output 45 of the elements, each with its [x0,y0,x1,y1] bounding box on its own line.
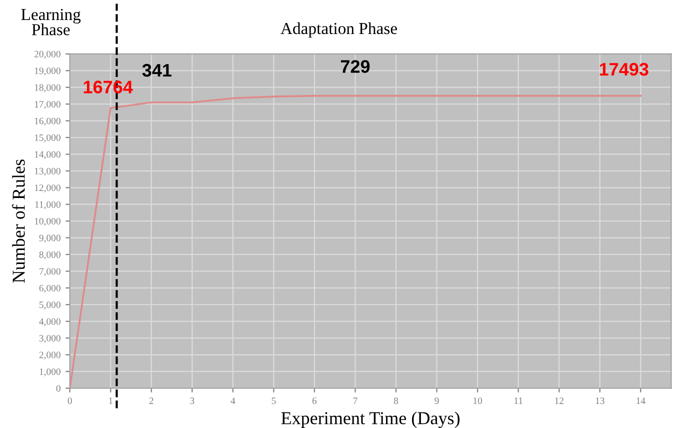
x-tick-label: 6 [312,398,317,404]
y-tick-label: 12,000 [34,184,60,193]
y-tick-label: 8,000 [39,251,60,260]
y-tick-label: 9,000 [39,234,60,243]
x-tick-label: 12 [555,398,564,404]
y-tick-label: 15,000 [34,134,60,142]
x-tick-label: 13 [596,398,604,404]
x-tick-label: 9 [434,398,439,404]
x-axis-title: Experiment Time (Days) [281,412,460,428]
y-tick-label: 20,000 [34,50,60,59]
x-tick-label: 8 [394,398,398,404]
x-tick-label: 3 [190,398,194,404]
y-tick-label: 1,000 [40,368,60,376]
x-tick-label: 4 [230,398,236,404]
y-tick-label: 16,000 [34,118,60,126]
x-tick-label: 0 [68,398,72,404]
y-tick-label: 0 [56,385,60,392]
y-tick-label: 7,000 [40,268,60,276]
y-tick-label: 3,000 [39,334,60,343]
line-series [70,94,642,388]
y-axis-title: Number of Rules [12,160,25,283]
x-tick-label: 7 [353,398,358,404]
x-tick-label: 14 [636,398,646,404]
x-tick-label: 11 [514,398,522,404]
text: Adaptation Phase [280,22,397,38]
y-tick-label: 18,000 [34,84,60,92]
x-tick-label: 5 [272,398,276,404]
x-tick-label: 1 [109,398,112,404]
text: Learning Phase [21,8,81,36]
annotation: 16764 [84,80,133,94]
y-tick-label: 10,000 [34,218,60,226]
annotation: 17493 [600,62,648,76]
y-tick-label: 13,000 [34,168,60,176]
y-tick-label: 17,000 [34,100,60,109]
y-tick-label: 19,000 [34,68,60,76]
y-tick-label: 5,000 [39,302,60,310]
x-tick-label: 2 [149,398,154,404]
x-tick-label: 10 [474,398,482,404]
y-tick-label: 11,000 [35,201,60,210]
y-tick-label: 2,000 [39,352,60,360]
annotation: 341 [142,64,172,77]
annotation: 729 [340,60,370,73]
y-tick-label: 14,000 [34,151,60,160]
y-tick-label: 6,000 [39,284,60,293]
y-tick-label: 4,000 [39,318,60,326]
